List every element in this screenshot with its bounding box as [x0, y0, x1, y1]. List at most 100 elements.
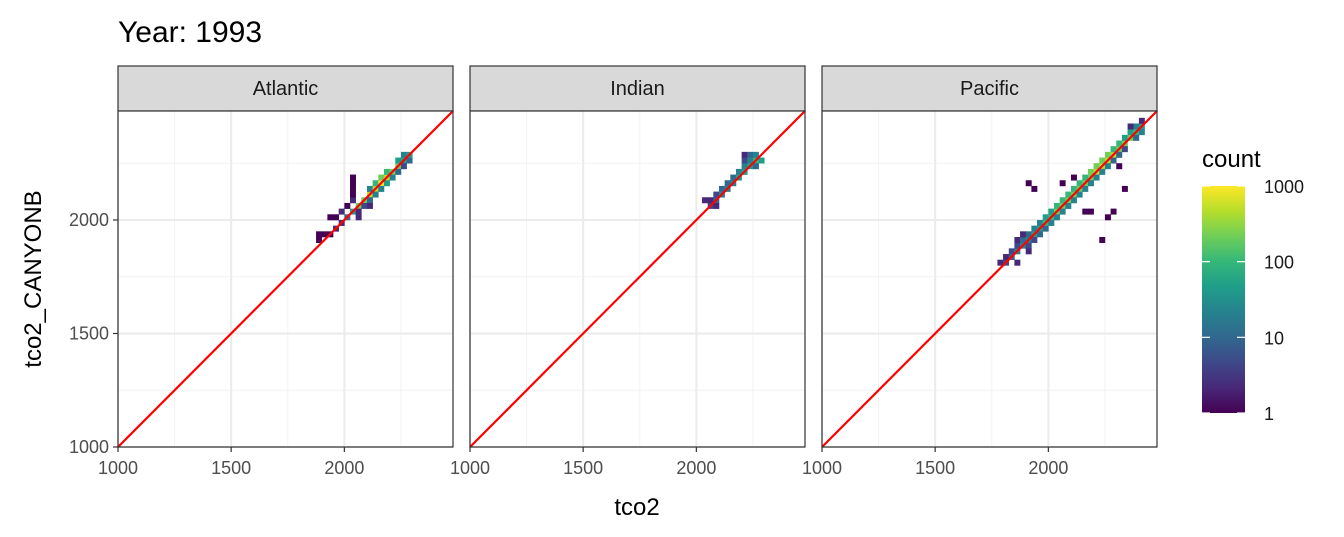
facet-strip-label: Atlantic [253, 78, 319, 100]
heatmap-cell [1121, 134, 1128, 141]
heatmap-cell [355, 208, 362, 215]
x-tick-label: 1000 [802, 458, 842, 478]
heatmap-cell [350, 197, 356, 204]
heatmap-cell [1008, 248, 1015, 255]
legend-tick-label: 1000 [1264, 177, 1304, 197]
heatmap-cell [350, 191, 356, 198]
heatmap-cell [355, 214, 362, 221]
heatmap-cell [361, 202, 368, 209]
heatmap-cell [395, 157, 402, 164]
heatmap-cell [1070, 197, 1077, 204]
x-tick-label: 2000 [676, 458, 716, 478]
heatmap-cell [350, 174, 356, 181]
heatmap-cell [1014, 259, 1021, 266]
heatmap-cell [724, 180, 731, 187]
heatmap-cell [1025, 231, 1032, 238]
heatmap-cell [713, 191, 720, 198]
heatmap-cell [741, 163, 748, 170]
x-tick-label: 1000 [450, 458, 490, 478]
heatmap-cell [1127, 129, 1134, 136]
heatmap-cell [1059, 180, 1066, 187]
heatmap-cell [741, 157, 748, 164]
heatmap-cell [1020, 237, 1027, 243]
heatmap-cell [1133, 123, 1140, 130]
heatmap-cell [378, 174, 385, 181]
heatmap-cell [372, 180, 379, 187]
x-tick-label: 2000 [324, 458, 364, 478]
legend-tick-label: 1 [1264, 404, 1274, 424]
heatmap-cell [1031, 237, 1038, 243]
heatmap-cell [395, 168, 402, 175]
heatmap-cell [400, 151, 407, 158]
heatmap-cell [1099, 237, 1106, 243]
heatmap-cell [1048, 208, 1055, 215]
y-tick-label: 1000 [69, 437, 109, 457]
reference-line [821, 110, 1158, 448]
heatmap-cell [1093, 163, 1100, 170]
x-tick-label: 1000 [98, 458, 138, 478]
legend-tick-label: 100 [1264, 253, 1294, 273]
panels-layer: Atlantic 1000 1500 2000 1000 1500 2000 Indian 10… [69, 65, 1158, 478]
heatmap-cell [406, 157, 413, 164]
heatmap-cell [1110, 208, 1117, 215]
heatmap-cell [1003, 254, 1010, 261]
heatmap-cell [1099, 168, 1106, 175]
heatmap-cell [321, 231, 328, 238]
heatmap-cell [1076, 191, 1083, 198]
y-axis-label: tco2_CANYONB [20, 190, 47, 367]
heatmap-cell [1059, 197, 1066, 204]
heatmap-cell [1138, 129, 1145, 136]
heatmap-cell [383, 180, 390, 187]
heatmap-cell [1082, 185, 1089, 192]
heatmap-cell [366, 185, 373, 192]
heatmap-cell [718, 185, 725, 192]
heatmap-cell [350, 180, 356, 187]
heatmap-cell [1104, 151, 1111, 158]
legend-colorbar: 1 10 100 1000 [1202, 177, 1304, 424]
heatmap-cell [1025, 248, 1032, 255]
heatmap-cell [1121, 185, 1128, 192]
heatmap-cell [1020, 231, 1027, 238]
panel-border [469, 110, 806, 448]
heatmap-cell [1082, 208, 1089, 215]
heatmap-cell [327, 214, 334, 221]
heatmap-cell [1087, 180, 1094, 187]
heatmap-cell [389, 174, 396, 181]
heatmap-cell [752, 151, 759, 158]
heatmap-cell [1031, 225, 1038, 232]
heatmap-cell [1065, 202, 1072, 209]
y-tick-label: 2000 [69, 210, 109, 230]
x-tick-label: 2000 [1028, 458, 1068, 478]
y-tick-label: 1500 [69, 323, 109, 343]
legend-tick-label: 10 [1264, 328, 1284, 348]
reference-line [117, 110, 454, 448]
facet-panel-indian: Indian 1000 1500 2000 [450, 65, 806, 478]
x-tick-label: 1500 [211, 458, 251, 478]
heatmap-cell [316, 237, 323, 243]
chart-title: Year: 1993 [118, 16, 262, 49]
facet-strip-label: Pacific [960, 78, 1019, 100]
heatmap-cell [344, 202, 351, 209]
heatmap-cell [1087, 208, 1094, 215]
heatmap-cell [1042, 225, 1049, 232]
heatmap-cell [1099, 157, 1106, 164]
heatmap-cell [1133, 134, 1140, 141]
heatmap-cell [702, 197, 708, 204]
heatmap-cell [1116, 140, 1123, 147]
heatmap-cell [1042, 214, 1049, 221]
heatmap-cell [1070, 185, 1077, 192]
heatmap-cell [735, 168, 742, 175]
heatmap-cell [366, 202, 373, 209]
legend-title: count [1202, 146, 1261, 173]
heatmap-cell [1093, 174, 1100, 181]
heatmap-cell [1031, 185, 1038, 192]
heatmap-cell [1110, 157, 1117, 164]
heatmap-cell [1025, 180, 1032, 187]
legend-gradient-bar [1202, 186, 1245, 413]
facet-strip [469, 65, 806, 112]
facet-panel-pacific: Pacific 1000 1500 2000 [802, 65, 1158, 478]
heatmap-cell [1082, 174, 1089, 181]
panel-border [117, 110, 454, 448]
heatmap-cell [741, 151, 748, 158]
